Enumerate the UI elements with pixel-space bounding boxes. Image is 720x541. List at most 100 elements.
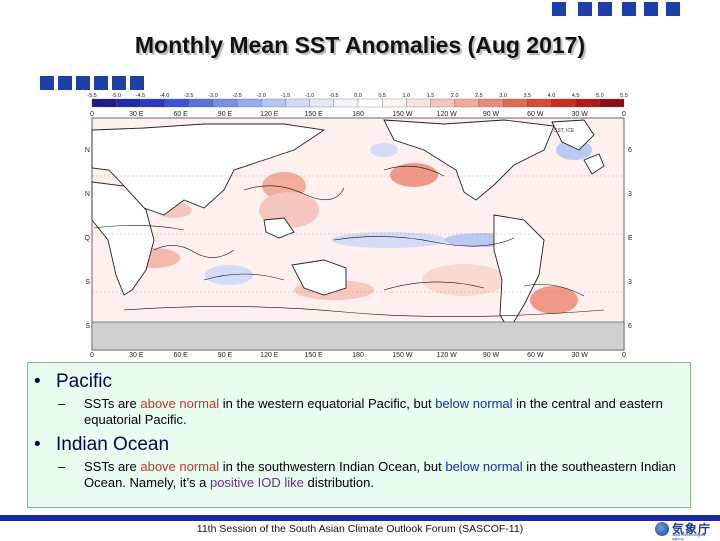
colorbar-swatch	[212, 98, 238, 108]
bullet-pacific-detail: – SSTs are above normal in the western e…	[58, 396, 683, 428]
lat-label: 30 N	[84, 191, 90, 198]
lat-label: 30 S	[628, 279, 632, 286]
lon-label: 90 W	[483, 111, 500, 118]
highlight-below: below normal	[435, 396, 513, 411]
colorbar-swatch	[527, 98, 552, 108]
colorbar-label: -1.0	[305, 93, 314, 99]
detail-text: in the central and eastern equatorial Pa…	[84, 396, 663, 427]
lon-label: 180	[352, 111, 364, 118]
summary-panel: • Pacific – SSTs are above normal in the …	[27, 362, 691, 508]
lon-label: 180	[352, 352, 364, 358]
colorbar-swatch	[236, 98, 262, 108]
colorbar-label: 1.5	[427, 93, 435, 99]
highlight-below: below normal	[445, 459, 523, 474]
lon-label: 0	[622, 352, 626, 358]
colorbar-label: 1.0	[403, 93, 411, 99]
colorbar-label: 4.5	[572, 93, 580, 99]
lat-label: 60 N	[84, 147, 90, 154]
colorbar-label: -4.5	[136, 93, 145, 99]
lon-label: 0	[90, 352, 94, 358]
colorbar-label: 3.0	[499, 93, 507, 99]
gridlines	[92, 175, 624, 293]
lat-label: EQ	[628, 235, 632, 242]
lon-label: 90 E	[218, 352, 233, 358]
detail-text: SSTs are	[84, 396, 141, 411]
jma-logo-jp: 気象庁	[672, 522, 712, 536]
jma-logo-en: Japan Meteorological Agency	[672, 533, 706, 541]
detail-text: in the southwestern Indian Ocean, but	[219, 459, 446, 474]
jma-logo: 気象庁 Japan Meteorological Agency	[655, 520, 717, 541]
lon-label: 30 E	[129, 352, 144, 358]
colorbar-swatch	[502, 98, 528, 108]
colorbar-swatch	[406, 98, 431, 108]
jma-emblem-icon	[655, 522, 669, 536]
colorbar-swatch	[357, 98, 383, 108]
lon-label: 0	[90, 111, 94, 118]
lon-label: 150 W	[392, 352, 413, 358]
lon-label: 60 W	[527, 352, 544, 358]
lat-label: EQ	[84, 235, 91, 242]
lat-label: 60 S	[84, 323, 90, 330]
lat-labels-right: 60 N 30 N EQ 30 S 60 S	[628, 147, 632, 330]
bullet-dot: •	[34, 371, 41, 392]
lon-label: 0	[622, 111, 626, 118]
highlight-iod: positive IOD like	[209, 475, 304, 490]
lon-label: 120 E	[260, 352, 279, 358]
colorbar-label: -1.5	[281, 93, 290, 99]
bullet-detail-text: SSTs are above normal in the western equ…	[58, 396, 683, 428]
highlight-above: above normal	[140, 396, 220, 411]
bullet-pacific: • Pacific	[34, 371, 112, 393]
lat-label: 60 N	[628, 147, 632, 154]
highlight-above: above normal	[140, 459, 220, 474]
lon-label: 60 E	[173, 352, 188, 358]
colorbar-swatch	[309, 98, 334, 108]
lon-label: 90 W	[483, 352, 500, 358]
colorbar-label: 4.0	[548, 93, 556, 99]
colorbar-swatch	[285, 98, 310, 108]
lon-labels-top: 0 30 E 60 E 90 E 120 E 150 E 180 150 W 120 W 90 W…	[90, 111, 626, 118]
colorbar-swatch	[116, 98, 141, 108]
footer-bar	[0, 515, 720, 521]
colorbar-swatch	[382, 98, 407, 108]
lon-label: 60 W	[527, 111, 544, 118]
colorbar-label: -2.0	[257, 93, 266, 99]
colorbar-label: 5.5	[620, 93, 628, 99]
lon-labels-bottom: 0 30 E 60 E 90 E 120 E 150 E 180 150 W 120 W 90 W…	[90, 352, 626, 358]
colorbar-swatch	[140, 98, 165, 108]
colorbar-swatch	[478, 98, 504, 108]
colorbar-label: -0.5	[329, 93, 338, 99]
colorbar-swatch	[599, 98, 625, 108]
map-legend-note: SST, ICE	[554, 128, 575, 134]
colorbar-swatch	[261, 98, 286, 108]
lat-label: 60 S	[628, 323, 632, 330]
detail-text: SSTs are	[84, 459, 141, 474]
lat-labels-left: 60 N 30 N EQ 30 S 60 S	[84, 147, 91, 330]
colorbar-label: -5.5	[87, 93, 96, 99]
bullet-indian-ocean: • Indian Ocean	[34, 434, 169, 456]
detail-text: in the southeastern Indian Ocean. Namely…	[84, 459, 676, 490]
colorbar-label: 2.5	[475, 93, 483, 99]
lon-label: 30 W	[571, 352, 588, 358]
colorbar-label: 0.5	[378, 93, 386, 99]
lat-label: 30 N	[628, 191, 632, 198]
colorbar-swatch	[333, 98, 359, 108]
colorbar-label: -4.0	[160, 93, 169, 99]
detail-text: in the western equatorial Pacific, but	[219, 396, 436, 411]
lon-label: 30 W	[571, 111, 588, 118]
footer-text: 11th Session of the South Asian Climate …	[196, 523, 524, 535]
lon-label: 150 E	[305, 352, 324, 358]
colorbar-swatch	[454, 98, 480, 108]
header-decoration	[0, 0, 720, 22]
colorbar-swatch	[551, 98, 576, 108]
colorbar-label: 2.0	[451, 93, 459, 99]
colorbar-label: -3.5	[184, 93, 193, 99]
colorbar-labels: -5.5 -5.0 -4.5 -4.0 -3.5 -3.0 -2.5 -2.0 -1.5 -1.0…	[87, 93, 628, 99]
detail-text: distribution.	[303, 475, 374, 490]
lon-label: 120 W	[437, 111, 458, 118]
contour-lines	[93, 165, 605, 317]
slide-title: Monthly Mean SST Anomalies (Aug 2017)	[134, 32, 586, 58]
colorbar-swatch	[91, 98, 117, 108]
lon-label: 150 W	[392, 111, 413, 118]
colorbar-label: -2.5	[232, 93, 241, 99]
bullet-heading: Indian Ocean	[56, 434, 170, 455]
